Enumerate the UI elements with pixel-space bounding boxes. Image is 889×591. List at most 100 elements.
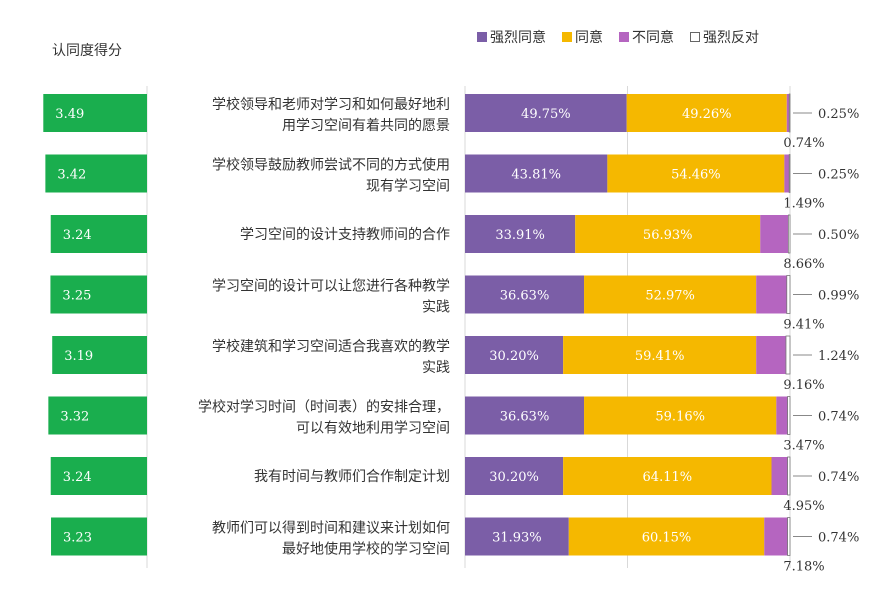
data-label-3-series-1: 52.97% [645, 289, 695, 304]
score-label-0: 3.49 [55, 107, 84, 122]
data-label-0-series-2: 0.74% [783, 136, 824, 151]
category-label-0-0: 学校领导和老师对学习和如何最好地利 [212, 96, 450, 113]
data-label-2-series-0: 33.91% [495, 228, 545, 243]
data-label-4-series-3: 1.24% [818, 349, 859, 364]
bar-2-series-0 [465, 215, 576, 253]
legend-label-agree: 同意 [575, 30, 603, 46]
bar-6-series-2 [771, 457, 788, 495]
bar-7-series-3 [787, 517, 791, 556]
data-label-4-series-0: 30.20% [489, 349, 539, 364]
category-label-1-0: 学校领导鼓励教师尝试不同的方式使用 [212, 157, 450, 174]
bar-7-series-0 [465, 517, 569, 556]
score-bar-2 [50, 215, 147, 253]
score-label-5: 3.32 [60, 410, 89, 425]
bar-4-series-0 [465, 336, 564, 374]
data-label-5-series-3: 0.74% [818, 410, 859, 425]
legend-item-strongly-disagree: 强烈反对 [690, 27, 759, 47]
data-label-1-series-2: 1.49% [783, 197, 824, 212]
category-label-1-1: 现有学习空间 [366, 179, 450, 195]
legend-item-strongly-agree: 强烈同意 [477, 27, 546, 47]
chart-legend: 强烈同意 同意 不同意 强烈反对 [477, 27, 759, 47]
legend-label-strongly-agree: 强烈同意 [490, 30, 546, 46]
bar-5-series-2 [776, 396, 788, 435]
score-axis-title: 认同度得分 [52, 43, 122, 59]
bar-4-series-2 [756, 336, 786, 374]
score-bar-1 [45, 154, 147, 193]
legend-swatch-strongly-disagree [690, 32, 700, 42]
data-label-6-series-1: 64.11% [643, 470, 693, 485]
category-label-5-0: 学校对学习时间（时间表）的安排合理， [198, 399, 450, 416]
bar-5-series-3 [787, 396, 791, 435]
bar-2-series-1 [575, 215, 761, 253]
bar-4-series-3 [785, 335, 791, 375]
bar-1-series-2 [784, 154, 790, 193]
data-label-3-series-2: 9.41% [783, 318, 824, 333]
legend-swatch-disagree [619, 32, 629, 42]
data-label-7-series-1: 60.15% [642, 531, 692, 546]
category-label-6-0: 我有时间与教师们合作制定计划 [254, 469, 450, 485]
legend-item-agree: 同意 [562, 27, 603, 47]
bar-5-series-0 [465, 396, 585, 435]
data-label-6-series-2: 4.95% [783, 499, 824, 514]
data-label-2-series-2: 8.66% [783, 257, 824, 272]
score-label-6: 3.24 [63, 470, 92, 485]
bar-1-series-3 [788, 154, 791, 193]
bar-2-series-2 [760, 215, 789, 253]
category-label-7-0: 教师们可以得到时间和建议来计划如何 [212, 520, 450, 537]
score-bar-0 [43, 94, 147, 132]
data-label-4-series-2: 9.16% [783, 378, 824, 393]
bar-2-series-3 [787, 214, 791, 254]
bar-6-series-0 [465, 457, 564, 495]
category-label-4-0: 学校建筑和学习空间适合我喜欢的教学 [212, 338, 450, 355]
category-label-5-1: 可以有效地利用学习空间 [296, 421, 450, 437]
bar-0-series-1 [626, 94, 787, 132]
score-bar-6 [50, 457, 147, 495]
bar-6-series-1 [563, 457, 772, 495]
data-label-5-series-2: 3.47% [783, 439, 824, 454]
category-label-7-1: 最好地使用学校的学习空间 [282, 541, 450, 558]
data-label-2-series-3: 0.50% [818, 228, 859, 243]
category-label-2-0: 学习空间的设计支持教师间的合作 [240, 227, 450, 243]
bar-1-series-1 [607, 154, 785, 193]
category-label-0-1: 用学习空间有着共同的愿景 [282, 118, 450, 134]
legend-item-disagree: 不同意 [619, 27, 674, 47]
data-label-1-series-0: 43.81% [511, 168, 561, 183]
score-label-4: 3.19 [64, 349, 93, 364]
data-label-1-series-1: 54.46% [671, 168, 721, 183]
data-label-0-series-3: 0.25% [818, 107, 859, 122]
data-label-1-series-3: 0.25% [818, 168, 859, 183]
score-label-7: 3.23 [63, 531, 92, 546]
bar-1-series-0 [465, 154, 608, 193]
bar-5-series-1 [584, 396, 777, 435]
score-label-2: 3.24 [63, 228, 92, 243]
bar-3-series-1 [584, 275, 757, 314]
bar-4-series-1 [563, 336, 757, 374]
bar-6-series-3 [787, 456, 791, 496]
category-label-3-0: 学习空间的设计可以让您进行各种教学 [212, 278, 450, 295]
bar-0-series-3 [788, 93, 791, 133]
data-label-3-series-0: 36.63% [500, 289, 550, 304]
bar-7-series-1 [568, 517, 765, 556]
category-label-3-1: 实践 [422, 300, 450, 316]
data-label-7-series-3: 0.74% [818, 531, 859, 546]
legend-label-strongly-disagree: 强烈反对 [703, 30, 759, 46]
data-label-5-series-1: 59.16% [655, 410, 705, 425]
data-label-6-series-0: 30.20% [489, 470, 539, 485]
data-label-0-series-0: 49.75% [521, 107, 571, 122]
bar-0-series-0 [465, 94, 627, 132]
data-label-0-series-1: 49.26% [682, 107, 732, 122]
bar-0-series-2 [786, 94, 790, 132]
bar-7-series-2 [764, 517, 788, 556]
score-label-3: 3.25 [62, 289, 91, 304]
data-label-6-series-3: 0.74% [818, 470, 859, 485]
bar-3-series-3 [786, 275, 791, 314]
data-label-2-series-1: 56.93% [643, 228, 693, 243]
legend-swatch-agree [562, 32, 572, 42]
data-label-7-series-2: 7.18% [783, 560, 824, 575]
data-label-7-series-0: 31.93% [492, 531, 542, 546]
score-bar-5 [48, 396, 147, 435]
score-bar-7 [51, 517, 147, 556]
bar-3-series-0 [465, 275, 585, 314]
score-bar-4 [52, 336, 148, 374]
